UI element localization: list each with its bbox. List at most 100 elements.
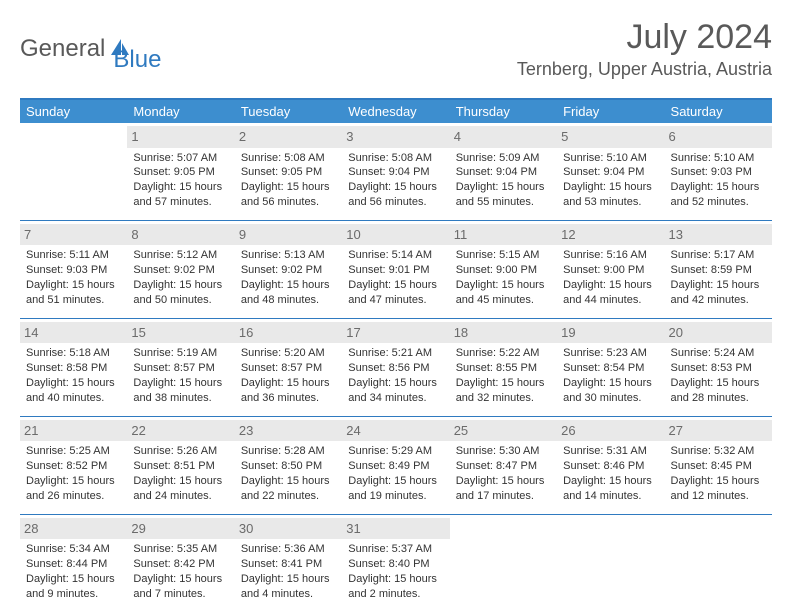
day-number: 22	[127, 420, 234, 442]
daylight-text: and 26 minutes.	[26, 489, 121, 504]
daylight-text: Daylight: 15 hours	[456, 180, 551, 195]
calendar-day-cell: 23Sunrise: 5:28 AMSunset: 8:50 PMDayligh…	[235, 416, 342, 514]
day-number: 8	[127, 224, 234, 246]
calendar-week-row: 28Sunrise: 5:34 AMSunset: 8:44 PMDayligh…	[20, 514, 772, 611]
daylight-text: and 22 minutes.	[241, 489, 336, 504]
weekday-header-row: Sunday Monday Tuesday Wednesday Thursday…	[20, 99, 772, 123]
calendar-week-row: 7Sunrise: 5:11 AMSunset: 9:03 PMDaylight…	[20, 220, 772, 318]
daylight-text: Daylight: 15 hours	[563, 180, 658, 195]
sunset-text: Sunset: 9:04 PM	[563, 165, 658, 180]
sunrise-text: Sunrise: 5:07 AM	[133, 151, 228, 166]
daylight-text: and 40 minutes.	[26, 391, 121, 406]
sunrise-text: Sunrise: 5:11 AM	[26, 248, 121, 263]
calendar-day-cell	[20, 123, 127, 220]
sunset-text: Sunset: 8:40 PM	[348, 557, 443, 572]
day-number: 1	[127, 126, 234, 148]
daylight-text: Daylight: 15 hours	[671, 180, 766, 195]
daylight-text: Daylight: 15 hours	[671, 474, 766, 489]
daylight-text: Daylight: 15 hours	[133, 180, 228, 195]
day-number: 2	[235, 126, 342, 148]
calendar-week-row: 14Sunrise: 5:18 AMSunset: 8:58 PMDayligh…	[20, 318, 772, 416]
calendar-day-cell: 24Sunrise: 5:29 AMSunset: 8:49 PMDayligh…	[342, 416, 449, 514]
day-number: 30	[235, 518, 342, 540]
calendar-day-cell: 22Sunrise: 5:26 AMSunset: 8:51 PMDayligh…	[127, 416, 234, 514]
header: General Blue July 2024 Ternberg, Upper A…	[20, 18, 772, 80]
daylight-text: Daylight: 15 hours	[348, 376, 443, 391]
calendar-week-row: 1Sunrise: 5:07 AMSunset: 9:05 PMDaylight…	[20, 123, 772, 220]
daylight-text: Daylight: 15 hours	[241, 278, 336, 293]
daylight-text: and 47 minutes.	[348, 293, 443, 308]
weekday-header: Monday	[127, 99, 234, 123]
daylight-text: and 57 minutes.	[133, 195, 228, 210]
calendar-day-cell: 13Sunrise: 5:17 AMSunset: 8:59 PMDayligh…	[665, 220, 772, 318]
day-number: 26	[557, 420, 664, 442]
calendar-day-cell	[665, 514, 772, 611]
brand-part2: Blue	[113, 46, 161, 74]
day-number: 4	[450, 126, 557, 148]
sunset-text: Sunset: 9:03 PM	[26, 263, 121, 278]
calendar-day-cell: 21Sunrise: 5:25 AMSunset: 8:52 PMDayligh…	[20, 416, 127, 514]
calendar-day-cell: 18Sunrise: 5:22 AMSunset: 8:55 PMDayligh…	[450, 318, 557, 416]
sunset-text: Sunset: 9:05 PM	[241, 165, 336, 180]
page-title: July 2024	[517, 18, 772, 57]
daylight-text: and 36 minutes.	[241, 391, 336, 406]
sunrise-text: Sunrise: 5:21 AM	[348, 346, 443, 361]
calendar-day-cell: 11Sunrise: 5:15 AMSunset: 9:00 PMDayligh…	[450, 220, 557, 318]
day-number: 9	[235, 224, 342, 246]
daylight-text: and 12 minutes.	[671, 489, 766, 504]
sunrise-text: Sunrise: 5:28 AM	[241, 444, 336, 459]
daylight-text: and 7 minutes.	[133, 587, 228, 602]
calendar-day-cell: 25Sunrise: 5:30 AMSunset: 8:47 PMDayligh…	[450, 416, 557, 514]
daylight-text: Daylight: 15 hours	[241, 376, 336, 391]
daylight-text: and 28 minutes.	[671, 391, 766, 406]
sunset-text: Sunset: 9:05 PM	[133, 165, 228, 180]
daylight-text: Daylight: 15 hours	[133, 572, 228, 587]
calendar-day-cell: 8Sunrise: 5:12 AMSunset: 9:02 PMDaylight…	[127, 220, 234, 318]
daylight-text: and 55 minutes.	[456, 195, 551, 210]
daylight-text: and 56 minutes.	[348, 195, 443, 210]
calendar-day-cell: 15Sunrise: 5:19 AMSunset: 8:57 PMDayligh…	[127, 318, 234, 416]
sunset-text: Sunset: 9:00 PM	[456, 263, 551, 278]
daylight-text: Daylight: 15 hours	[241, 180, 336, 195]
sunset-text: Sunset: 8:54 PM	[563, 361, 658, 376]
daylight-text: and 53 minutes.	[563, 195, 658, 210]
daylight-text: and 50 minutes.	[133, 293, 228, 308]
daylight-text: Daylight: 15 hours	[348, 278, 443, 293]
daylight-text: Daylight: 15 hours	[26, 474, 121, 489]
sunset-text: Sunset: 8:57 PM	[133, 361, 228, 376]
sunset-text: Sunset: 9:02 PM	[241, 263, 336, 278]
sunrise-text: Sunrise: 5:26 AM	[133, 444, 228, 459]
day-number: 23	[235, 420, 342, 442]
sunrise-text: Sunrise: 5:31 AM	[563, 444, 658, 459]
calendar-day-cell: 5Sunrise: 5:10 AMSunset: 9:04 PMDaylight…	[557, 123, 664, 220]
daylight-text: Daylight: 15 hours	[241, 572, 336, 587]
day-number: 20	[665, 322, 772, 344]
sunset-text: Sunset: 9:03 PM	[671, 165, 766, 180]
daylight-text: and 38 minutes.	[133, 391, 228, 406]
sunset-text: Sunset: 8:57 PM	[241, 361, 336, 376]
weekday-header: Friday	[557, 99, 664, 123]
sunset-text: Sunset: 8:58 PM	[26, 361, 121, 376]
sunrise-text: Sunrise: 5:09 AM	[456, 151, 551, 166]
calendar-day-cell: 9Sunrise: 5:13 AMSunset: 9:02 PMDaylight…	[235, 220, 342, 318]
calendar-day-cell: 3Sunrise: 5:08 AMSunset: 9:04 PMDaylight…	[342, 123, 449, 220]
calendar-day-cell: 1 Sunrise: 5:07 AMSunset: 9:05 PMDaylight…	[127, 123, 234, 220]
sunset-text: Sunset: 9:00 PM	[563, 263, 658, 278]
daylight-text: and 42 minutes.	[671, 293, 766, 308]
sunrise-text: Sunrise: 5:34 AM	[26, 542, 121, 557]
sunset-text: Sunset: 9:02 PM	[133, 263, 228, 278]
sunset-text: Sunset: 8:50 PM	[241, 459, 336, 474]
day-number: 25	[450, 420, 557, 442]
calendar-day-cell: 16Sunrise: 5:20 AMSunset: 8:57 PMDayligh…	[235, 318, 342, 416]
daylight-text: and 32 minutes.	[456, 391, 551, 406]
day-number: 14	[20, 322, 127, 344]
calendar-day-cell: 27Sunrise: 5:32 AMSunset: 8:45 PMDayligh…	[665, 416, 772, 514]
calendar-day-cell: 19Sunrise: 5:23 AMSunset: 8:54 PMDayligh…	[557, 318, 664, 416]
daylight-text: Daylight: 15 hours	[133, 278, 228, 293]
calendar-week-row: 21Sunrise: 5:25 AMSunset: 8:52 PMDayligh…	[20, 416, 772, 514]
daylight-text: Daylight: 15 hours	[348, 180, 443, 195]
sunset-text: Sunset: 8:44 PM	[26, 557, 121, 572]
weekday-header: Tuesday	[235, 99, 342, 123]
weekday-header: Wednesday	[342, 99, 449, 123]
calendar-day-cell: 6Sunrise: 5:10 AMSunset: 9:03 PMDaylight…	[665, 123, 772, 220]
